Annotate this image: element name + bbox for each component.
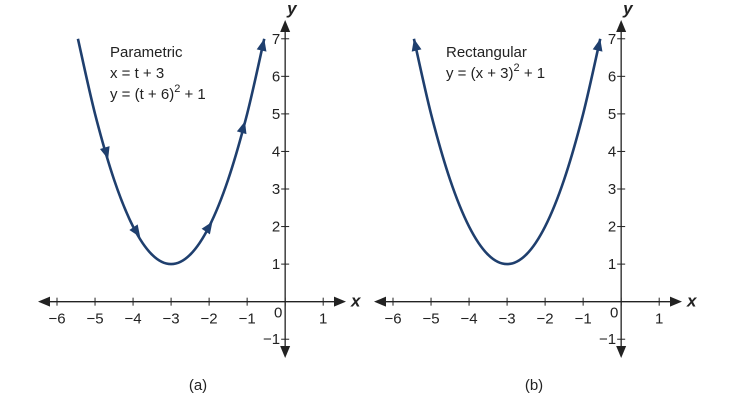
x-axis-label: x	[686, 292, 698, 311]
axis-arrow	[280, 20, 291, 32]
x-tick-label: −2	[537, 311, 554, 328]
x-tick-label: −3	[499, 311, 516, 328]
annotation-line: x = t + 3	[110, 65, 164, 82]
panel: x y −6 −5 −4 −3 −2 −1 0 1 −1 1 2 3 4 5 6 7 Parametric x = t…	[38, 0, 362, 394]
axis-arrow	[280, 346, 291, 358]
curve-arrow	[256, 38, 267, 52]
axis-arrow	[334, 296, 346, 307]
axis-arrow	[38, 296, 50, 307]
y-tick-label: 2	[608, 219, 616, 236]
y-tick-label: 3	[608, 181, 616, 198]
direction-arrow	[236, 121, 247, 135]
y-axis-label: y	[286, 0, 298, 18]
y-tick-label: 6	[608, 68, 616, 85]
y-tick-label: 4	[272, 143, 280, 160]
y-tick-label: 5	[272, 106, 280, 123]
curve-arrow	[592, 38, 603, 52]
curve-arrow	[411, 38, 422, 52]
y-tick-label: 1	[272, 256, 280, 273]
superscript: 2	[514, 62, 520, 74]
annotation-line: y = (t + 6)2 + 1	[110, 83, 206, 103]
y-tick-label: 7	[272, 31, 280, 48]
x-tick-label: −3	[163, 311, 180, 328]
superscript: 2	[174, 83, 180, 95]
annotation-part: y = (x + 3)	[446, 65, 514, 82]
x-tick-label: 0	[274, 305, 282, 322]
annotation-part: + 1	[180, 86, 205, 103]
y-axis-label: y	[622, 0, 634, 18]
annotation-part: y = (t + 6)	[110, 86, 174, 103]
y-tick-label: 4	[608, 143, 616, 160]
x-tick-label: −4	[461, 311, 478, 328]
direction-arrow	[201, 221, 213, 235]
x-tick-label: −1	[575, 311, 592, 328]
y-tick-label: 1	[608, 256, 616, 273]
direction-arrow	[99, 146, 110, 160]
annotation-title: Rectangular	[446, 44, 527, 61]
x-tick-label: 1	[655, 311, 663, 328]
axis-arrow	[374, 296, 386, 307]
x-tick-label: −2	[201, 311, 218, 328]
caption: (b)	[525, 377, 543, 394]
x-tick-label: 1	[319, 311, 327, 328]
x-tick-label: −4	[125, 311, 142, 328]
direction-arrow	[129, 224, 141, 238]
x-tick-label: −6	[48, 311, 65, 328]
y-tick-label: 6	[272, 68, 280, 85]
y-tick-label: 2	[272, 219, 280, 236]
y-tick-label: 3	[272, 181, 280, 198]
axis-arrow	[616, 346, 627, 358]
x-tick-label: −5	[86, 311, 103, 328]
y-tick-label: −1	[599, 331, 616, 348]
y-tick-label: 7	[608, 31, 616, 48]
caption: (a)	[189, 377, 207, 394]
x-tick-label: −6	[384, 311, 401, 328]
annotation-line: y = (x + 3)2 + 1	[446, 62, 545, 82]
x-tick-label: 0	[610, 305, 618, 322]
x-tick-label: −1	[239, 311, 256, 328]
annotation-title: Parametric	[110, 44, 183, 61]
curve	[412, 38, 602, 266]
y-tick-label: 5	[608, 106, 616, 123]
axis-arrow	[616, 20, 627, 32]
y-tick-label: −1	[263, 331, 280, 348]
annotation-part: + 1	[520, 65, 545, 82]
x-tick-label: −5	[422, 311, 439, 328]
x-axis-label: x	[350, 292, 362, 311]
axis-arrow	[670, 296, 682, 307]
